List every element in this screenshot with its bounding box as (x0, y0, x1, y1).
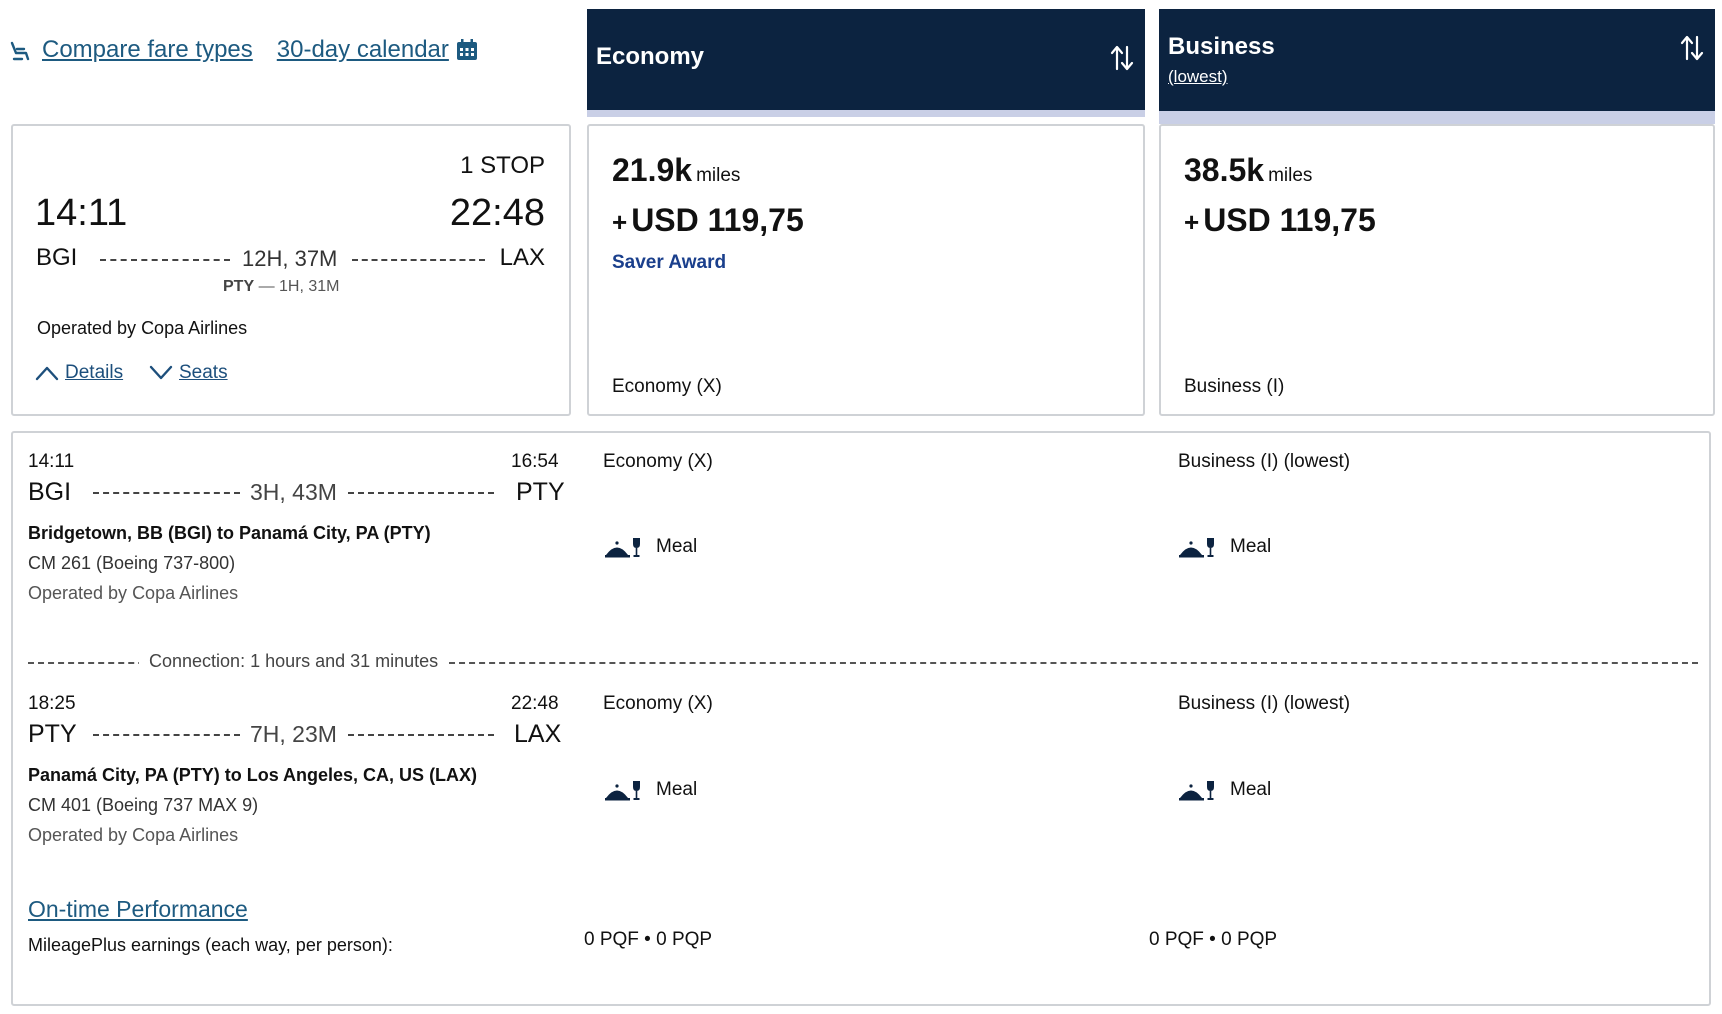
compare-fare-types-link[interactable]: Compare fare types (8, 36, 253, 64)
business-earnings: 0 PQF • 0 PQP (1149, 929, 1278, 950)
economy-price-card[interactable]: 21.9k miles + USD 119,75 Saver Award Econo… (587, 124, 1145, 416)
layover-info: PTY — 1H, 31M (223, 278, 339, 296)
seats-label: Seats (179, 362, 228, 383)
segment-2-to: LAX (514, 720, 562, 748)
segment-1-business-meal: Meal (1178, 536, 1271, 558)
calendar-icon (456, 39, 477, 60)
meal-icon (1179, 781, 1214, 801)
segment-2-business-meal: Meal (1178, 779, 1271, 801)
segment-1-duration: 3H, 43M (250, 479, 337, 505)
stops-label: 1 STOP (460, 152, 545, 179)
sort-icon[interactable] (1679, 33, 1705, 63)
business-price-card[interactable]: 38.5k miles + USD 119,75 Business (I) (1159, 124, 1715, 416)
details-toggle[interactable]: Details (35, 362, 123, 384)
economy-usd-value: USD 119,75 (631, 202, 804, 238)
meal-icon (605, 781, 640, 801)
business-header-title: Business (1168, 33, 1275, 60)
segment-1-arrive-time: 16:54 (511, 451, 559, 472)
business-miles-unit: miles (1268, 165, 1313, 186)
compare-fare-types-label: Compare fare types (42, 36, 253, 63)
segment-1-economy-meal: Meal (604, 536, 697, 558)
business-miles: 38.5k miles (1184, 152, 1312, 189)
segment-1-depart-time: 14:11 (28, 451, 75, 472)
mileageplus-earnings-label: MileagePlus earnings (each way, per pers… (28, 935, 393, 955)
economy-fare-header[interactable]: Economy (587, 9, 1145, 117)
segment-1-to: PTY (516, 478, 565, 506)
segment-1-line-right (348, 492, 494, 494)
layover-code: PTY (223, 278, 255, 295)
business-usd: + USD 119,75 (1184, 202, 1376, 239)
route-line-right (352, 259, 485, 261)
segment-2-line-left (93, 734, 240, 736)
segment-1-economy-meal-label: Meal (656, 536, 698, 557)
flight-summary-card: 1 STOP 14:11 22:48 BGI LAX 12H, 37M PTY … (11, 124, 571, 416)
sort-icon[interactable] (1109, 43, 1135, 73)
segment-2-arrive-time: 22:48 (511, 693, 559, 714)
segment-2-economy-cabin: Economy (X) (603, 693, 713, 714)
chevron-up-icon (35, 366, 59, 381)
segment-1-operated: Operated by Copa Airlines (28, 583, 239, 603)
connection-text: Connection: 1 hours and 31 minutes (139, 651, 449, 672)
business-lowest-link[interactable]: (lowest) (1168, 67, 1228, 86)
origin-code: BGI (36, 244, 78, 271)
destination-code: LAX (499, 244, 545, 271)
segment-2-flight: CM 401 (Boeing 737 MAX 9) (28, 795, 259, 815)
economy-header-title: Economy (596, 43, 705, 70)
segment-2-operated: Operated by Copa Airlines (28, 825, 239, 845)
total-duration: 12H, 37M (242, 246, 338, 271)
depart-time: 14:11 (35, 192, 128, 234)
calendar-link[interactable]: 30-day calendar (277, 36, 479, 64)
segment-1-line-left (93, 492, 240, 494)
meal-icon (1179, 538, 1214, 558)
economy-miles: 21.9k miles (612, 152, 740, 189)
connection-divider (28, 662, 1698, 664)
economy-earnings: 0 PQF • 0 PQP (584, 929, 713, 950)
flight-details-panel: 14:11 16:54 BGI 3H, 43M PTY Bridgetown, … (11, 431, 1711, 1006)
seat-icon (10, 41, 30, 61)
business-plus: + (1184, 207, 1200, 237)
business-fare-header[interactable]: Business (lowest) (1159, 9, 1715, 124)
arrive-time: 22:48 (449, 192, 545, 234)
economy-miles-unit: miles (696, 165, 741, 186)
on-time-performance-link[interactable]: On-time Performance (28, 896, 248, 922)
top-links: Compare fare types 30-day calendar (8, 32, 503, 68)
economy-miles-value: 21.9k (612, 152, 693, 188)
economy-usd: + USD 119,75 (612, 202, 804, 239)
segment-2-duration: 7H, 23M (250, 721, 337, 747)
business-cabin-label: Business (I) (1184, 376, 1285, 397)
segment-2-business-meal-label: Meal (1230, 779, 1272, 800)
route-line-left (100, 259, 230, 261)
segment-2-business-cabin: Business (I) (lowest) (1178, 693, 1351, 714)
segment-1-business-meal-label: Meal (1230, 536, 1272, 557)
saver-award-badge: Saver Award (612, 252, 727, 273)
segment-2-economy-meal-label: Meal (656, 779, 698, 800)
segment-1-economy-cabin: Economy (X) (603, 451, 713, 472)
details-label: Details (65, 362, 124, 383)
segment-2-route: Panamá City, PA (PTY) to Los Angeles, CA… (28, 765, 478, 785)
segment-1-from: BGI (28, 478, 72, 506)
segment-2-line-right (348, 734, 494, 736)
segment-2-economy-meal: Meal (604, 779, 697, 801)
economy-cabin-label: Economy (X) (612, 376, 722, 397)
calendar-label: 30-day calendar (276, 36, 449, 63)
operated-by: Operated by Copa Airlines (37, 318, 248, 338)
economy-plus: + (612, 207, 628, 237)
business-usd-value: USD 119,75 (1203, 202, 1376, 238)
segment-2-from: PTY (28, 720, 77, 748)
chevron-down-icon (149, 365, 173, 380)
layover-duration: — 1H, 31M (254, 278, 340, 295)
segment-2-depart-time: 18:25 (28, 693, 76, 714)
business-miles-value: 38.5k (1184, 152, 1265, 188)
segment-1-flight: CM 261 (Boeing 737-800) (28, 553, 236, 573)
segment-1-route: Bridgetown, BB (BGI) to Panamá City, PA … (28, 523, 431, 543)
meal-icon (605, 538, 640, 558)
seats-toggle[interactable]: Seats (149, 362, 228, 384)
segment-1-business-cabin: Business (I) (lowest) (1178, 451, 1351, 472)
